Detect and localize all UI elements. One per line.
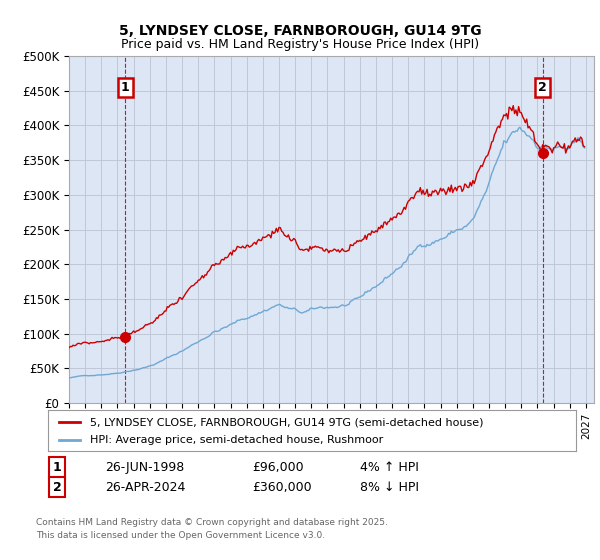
Text: 5, LYNDSEY CLOSE, FARNBOROUGH, GU14 9TG (semi-detached house): 5, LYNDSEY CLOSE, FARNBOROUGH, GU14 9TG … (90, 418, 484, 428)
Text: 8% ↓ HPI: 8% ↓ HPI (360, 480, 419, 494)
Text: 5, LYNDSEY CLOSE, FARNBOROUGH, GU14 9TG: 5, LYNDSEY CLOSE, FARNBOROUGH, GU14 9TG (119, 24, 481, 38)
Text: 2: 2 (538, 81, 547, 94)
Text: £96,000: £96,000 (252, 461, 304, 474)
Text: 1: 1 (53, 461, 61, 474)
Text: 26-JUN-1998: 26-JUN-1998 (105, 461, 184, 474)
Text: 26-APR-2024: 26-APR-2024 (105, 480, 185, 494)
Text: HPI: Average price, semi-detached house, Rushmoor: HPI: Average price, semi-detached house,… (90, 435, 383, 445)
Text: 4% ↑ HPI: 4% ↑ HPI (360, 461, 419, 474)
Text: Contains HM Land Registry data © Crown copyright and database right 2025.
This d: Contains HM Land Registry data © Crown c… (36, 519, 388, 540)
Text: Price paid vs. HM Land Registry's House Price Index (HPI): Price paid vs. HM Land Registry's House … (121, 38, 479, 52)
Text: 1: 1 (121, 81, 130, 94)
Bar (542, 56, 594, 403)
Text: £360,000: £360,000 (252, 480, 311, 494)
Text: 2: 2 (53, 480, 61, 494)
